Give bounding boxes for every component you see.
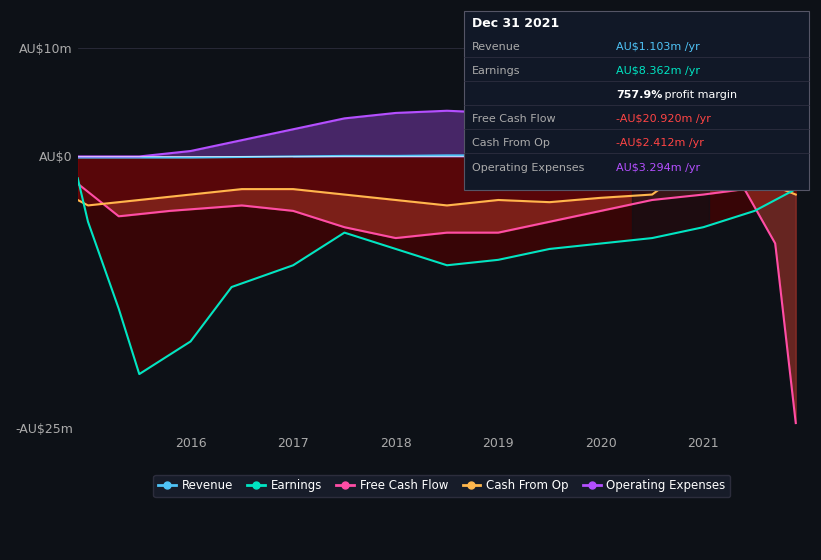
Text: -AU$20.920m /yr: -AU$20.920m /yr xyxy=(616,114,711,124)
Text: Cash From Op: Cash From Op xyxy=(472,138,550,148)
Text: AU$1.103m /yr: AU$1.103m /yr xyxy=(616,42,699,52)
Text: AU$3.294m /yr: AU$3.294m /yr xyxy=(616,162,699,172)
Text: profit margin: profit margin xyxy=(661,90,737,100)
Text: Operating Expenses: Operating Expenses xyxy=(472,162,585,172)
Text: Free Cash Flow: Free Cash Flow xyxy=(472,114,556,124)
Bar xyxy=(631,15,709,428)
Text: Earnings: Earnings xyxy=(472,66,521,76)
Text: AU$8.362m /yr: AU$8.362m /yr xyxy=(616,66,699,76)
Text: 757.9%: 757.9% xyxy=(616,90,662,100)
Text: Dec 31 2021: Dec 31 2021 xyxy=(472,17,559,30)
Legend: Revenue, Earnings, Free Cash Flow, Cash From Op, Operating Expenses: Revenue, Earnings, Free Cash Flow, Cash … xyxy=(154,474,731,497)
Text: Revenue: Revenue xyxy=(472,42,521,52)
Text: -AU$2.412m /yr: -AU$2.412m /yr xyxy=(616,138,704,148)
